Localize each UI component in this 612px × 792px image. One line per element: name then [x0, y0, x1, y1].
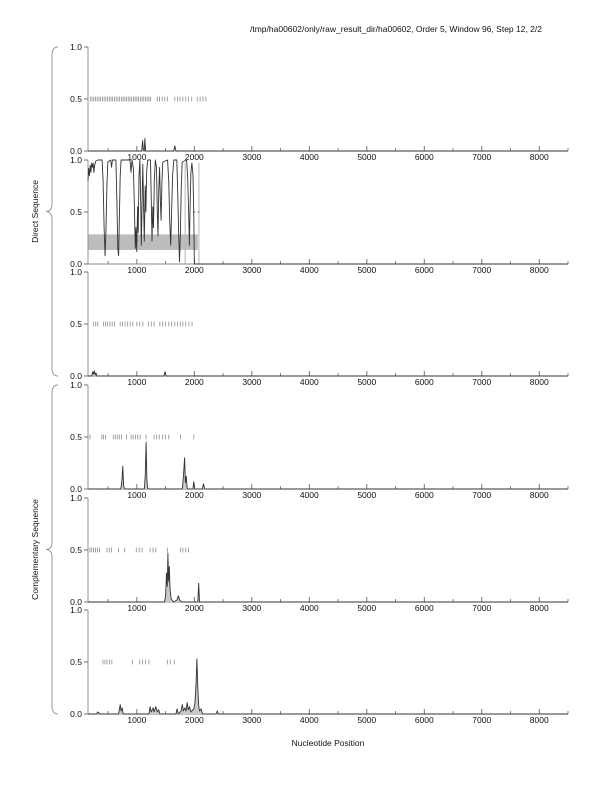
probability-curve [88, 441, 568, 490]
x-tick-label: 8000 [530, 152, 549, 162]
x-tick-label: 6000 [415, 377, 434, 387]
x-tick-label: 6000 [415, 265, 434, 275]
x-tick-label: 4000 [300, 265, 319, 275]
plot-panel-direct-frame-3: 0.0 0.5 1.0 1000 2000 3000 4000 5000 6000 7000 800… [70, 267, 569, 387]
y-tick-label: 0.5 [70, 545, 82, 555]
x-tick-label: 8000 [530, 490, 549, 500]
y-tick-label: 0.0 [70, 146, 82, 156]
x-tick-label: 8000 [530, 377, 549, 387]
probability-curve [88, 552, 568, 603]
y-tick-label: 1.0 [70, 267, 82, 277]
dot-mark [193, 211, 196, 213]
x-tick-label: 5000 [357, 715, 376, 725]
x-tick-label: 8000 [530, 715, 549, 725]
y-tick-label: 0.0 [70, 597, 82, 607]
dot-mark [197, 211, 200, 213]
x-tick-label: 5000 [357, 152, 376, 162]
plot-panel-direct-coding-potential: 0.0 0.5 1.0 1000 2000 3000 4000 5000 6000 7000 800… [70, 155, 569, 275]
x-tick-label: 2000 [185, 377, 204, 387]
x-tick-label: 1000 [127, 152, 146, 162]
group-label-direct: Direct Sequence [30, 180, 40, 243]
y-tick-label: 1.0 [70, 380, 82, 390]
y-tick-label: 0.0 [70, 259, 82, 269]
y-tick-label: 0.0 [70, 371, 82, 381]
x-tick-label: 2000 [185, 490, 204, 500]
y-tick-label: 0.5 [70, 432, 82, 442]
x-tick-label: 7000 [472, 377, 491, 387]
y-tick-label: 0.0 [70, 709, 82, 719]
x-tick-label: 2000 [185, 715, 204, 725]
y-tick-label: 1.0 [70, 605, 82, 615]
x-tick-label: 5000 [357, 265, 376, 275]
x-axis-title: Nucleotide Position [291, 738, 365, 748]
plot-panel-complementary-frame-2: 0.0 0.5 1.0 1000 2000 3000 4000 5000 6000 7000 800… [70, 493, 569, 613]
x-tick-label: 3000 [242, 377, 261, 387]
x-tick-label: 3000 [242, 603, 261, 613]
group-label-complementary: Complementary Sequence [30, 499, 40, 600]
plot-panel-direct-frame-1: 0.0 0.5 1.0 1000 2000 3000 4000 5000 6000 7000 800… [70, 42, 569, 162]
x-tick-label: 6000 [415, 152, 434, 162]
x-tick-label: 8000 [530, 603, 549, 613]
x-tick-label: 7000 [472, 603, 491, 613]
x-tick-label: 1000 [127, 265, 146, 275]
plot-title: /tmp/ha00602/only/raw_result_dir/ha00602… [249, 24, 543, 34]
plot-panel-complementary-frame-1: 0.0 0.5 1.0 1000 2000 3000 4000 5000 6000 7000 800… [70, 380, 569, 500]
y-tick-label: 0.5 [70, 94, 82, 104]
x-tick-label: 4000 [300, 377, 319, 387]
x-tick-label: 5000 [357, 603, 376, 613]
y-tick-label: 1.0 [70, 42, 82, 52]
x-tick-label: 7000 [472, 490, 491, 500]
x-tick-label: 3000 [242, 715, 261, 725]
probability-curve [87, 159, 568, 265]
x-tick-label: 3000 [242, 152, 261, 162]
y-tick-label: 0.5 [70, 319, 82, 329]
x-tick-label: 1000 [127, 377, 146, 387]
x-tick-label: 2000 [185, 603, 204, 613]
x-tick-label: 7000 [472, 265, 491, 275]
x-tick-label: 7000 [472, 152, 491, 162]
x-tick-label: 8000 [530, 265, 549, 275]
x-tick-label: 5000 [357, 490, 376, 500]
y-tick-label: 1.0 [70, 155, 82, 165]
curly-brace [45, 46, 59, 377]
y-tick-label: 0.5 [70, 207, 82, 217]
x-tick-label: 6000 [415, 490, 434, 500]
x-tick-label: 7000 [472, 715, 491, 725]
probability-curve [88, 658, 568, 715]
x-tick-label: 4000 [300, 152, 319, 162]
x-tick-label: 6000 [415, 715, 434, 725]
y-tick-label: 0.5 [70, 657, 82, 667]
probability-curve [88, 370, 568, 377]
x-tick-label: 1000 [127, 603, 146, 613]
y-tick-label: 0.0 [70, 484, 82, 494]
x-tick-label: 3000 [242, 490, 261, 500]
x-tick-label: 4000 [300, 715, 319, 725]
probability-curve [88, 138, 568, 152]
x-tick-label: 1000 [127, 715, 146, 725]
x-tick-label: 2000 [185, 152, 204, 162]
x-tick-label: 1000 [127, 490, 146, 500]
x-tick-label: 6000 [415, 603, 434, 613]
x-tick-label: 4000 [300, 490, 319, 500]
y-tick-label: 1.0 [70, 493, 82, 503]
plot-panel-complementary-frame-3: 0.0 0.5 1.0 1000 2000 3000 4000 5000 6000 7000 800… [70, 605, 569, 725]
x-tick-label: 3000 [242, 265, 261, 275]
curly-brace [45, 384, 59, 715]
x-tick-label: 2000 [185, 265, 204, 275]
x-tick-label: 4000 [300, 603, 319, 613]
x-tick-label: 5000 [357, 377, 376, 387]
